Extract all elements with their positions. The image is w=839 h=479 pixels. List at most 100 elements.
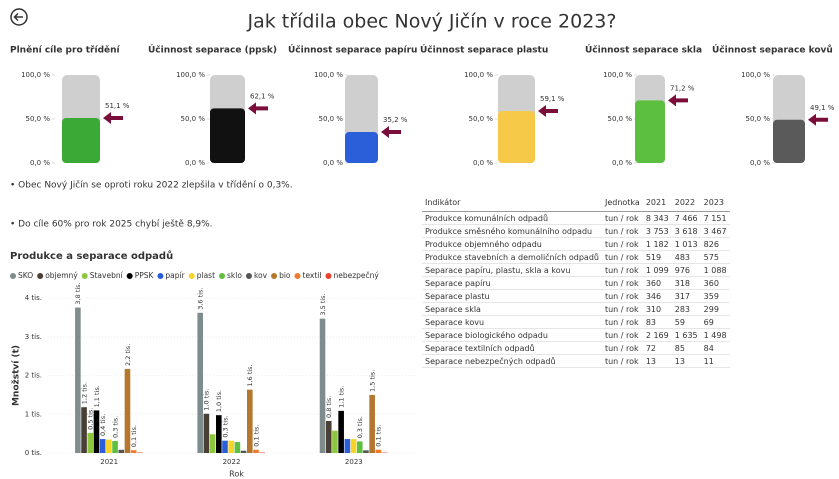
- data-label: 0,3 tis.: [111, 416, 119, 438]
- bar: [351, 439, 357, 453]
- bar: [253, 450, 259, 453]
- data-label: 3,8 tis.: [74, 282, 82, 304]
- data-label: 1,6 tis.: [246, 364, 254, 386]
- gauge-tick-label: 0,0 %: [473, 159, 493, 167]
- page-title: Jak třídila obec Nový Jičín v roce 2023?: [247, 11, 617, 33]
- table-cell: tun / rok: [602, 277, 643, 290]
- legend-label: plast: [197, 271, 215, 280]
- table-cell: Separace plastu: [422, 290, 602, 303]
- table-cell: 1 099: [643, 264, 672, 277]
- y-tick-label: 3 tis.: [25, 333, 42, 341]
- bar: [118, 450, 124, 453]
- table-cell: 360: [701, 277, 730, 290]
- back-button[interactable]: [11, 9, 27, 25]
- bar: [376, 450, 382, 453]
- gauge-fill: [62, 118, 100, 163]
- data-label: 3,6 tis.: [197, 288, 205, 310]
- legend-label: sklo: [227, 271, 242, 280]
- bar: [228, 441, 234, 453]
- table-cell: 13: [672, 355, 701, 368]
- gauge-tick-label: 50,0 %: [181, 115, 206, 123]
- table-cell: 318: [672, 277, 701, 290]
- table-cell: 519: [643, 251, 672, 264]
- data-label: 2,2 tis.: [124, 344, 132, 366]
- table-cell: Separace nebezpečných odpadů: [422, 355, 602, 368]
- table-cell: Jednotka: [602, 196, 643, 212]
- legend-marker: [271, 273, 277, 279]
- gauge-value-label: 71,2 %: [670, 84, 695, 92]
- data-label: 0,4 tis.: [99, 414, 107, 436]
- gauge-tick-label: 50,0 %: [26, 115, 51, 123]
- table-cell: 85: [672, 342, 701, 355]
- table-cell: Produkce komunálních odpadů: [422, 212, 602, 225]
- table-cell: 1 088: [701, 264, 730, 277]
- bar: [320, 319, 326, 453]
- bar: [204, 414, 210, 453]
- bar: [357, 441, 363, 453]
- table-cell: 826: [701, 238, 730, 251]
- data-label: 0,1 tis.: [130, 425, 138, 447]
- table-cell: 84: [701, 342, 730, 355]
- table-cell: tun / rok: [602, 303, 643, 316]
- table-cell: Separace skla: [422, 303, 602, 316]
- table-cell: tun / rok: [602, 264, 643, 277]
- gauge-tick-label: 0,0 %: [30, 159, 50, 167]
- table-cell: 575: [701, 251, 730, 264]
- bar: [131, 450, 137, 453]
- gauge-arrow: [808, 114, 828, 126]
- table-cell: 3 618: [672, 225, 701, 238]
- bar: [363, 450, 369, 453]
- table-cell: 2 169: [643, 329, 672, 342]
- gauge-title: Účinnost separace (ppsk): [148, 44, 277, 56]
- y-axis-label: Množství (t): [12, 345, 22, 406]
- table-cell: Separace papíru: [422, 277, 602, 290]
- table-cell: 3 467: [701, 225, 730, 238]
- legend-label: bio: [279, 271, 291, 280]
- bar: [112, 441, 118, 453]
- table-cell: 1 013: [672, 238, 701, 251]
- gauge-tick-label: 0,0 %: [750, 159, 770, 167]
- gauge-fill: [345, 132, 378, 163]
- y-tick-label: 4 tis.: [25, 294, 42, 302]
- table-cell: Separace textilních odpadů: [422, 342, 602, 355]
- note: • Do cíle 60% pro rok 2025 chybí ještě 8…: [10, 219, 213, 230]
- chart-title: Produkce a separace odpadů: [10, 249, 173, 262]
- gauge-arrow: [668, 94, 688, 106]
- gauge-fill: [773, 120, 805, 163]
- bar: [241, 451, 247, 453]
- y-tick-label: 1 tis.: [25, 410, 42, 418]
- table-cell: 83: [643, 316, 672, 329]
- bar: [210, 434, 216, 453]
- table-cell: tun / rok: [602, 238, 643, 251]
- table-cell: 69: [701, 316, 730, 329]
- bar: [137, 452, 143, 453]
- gauge-arrow: [381, 126, 401, 138]
- gauge-arrow: [103, 112, 123, 124]
- data-label: 0,3 tis.: [356, 416, 364, 438]
- table-cell: tun / rok: [602, 355, 643, 368]
- table-row: Separace papírutun / rok360318360: [422, 277, 730, 290]
- gauge-tick-label: 0,0 %: [612, 159, 632, 167]
- gauge-value-label: 51,1 %: [105, 102, 130, 110]
- bar: [87, 433, 93, 453]
- gauge-value-label: 62,1 %: [250, 92, 275, 100]
- legend-marker: [189, 273, 195, 279]
- bar: [326, 421, 332, 453]
- table-cell: 7 466: [672, 212, 701, 225]
- bar: [197, 313, 203, 453]
- x-tick-label: 2023: [345, 458, 363, 466]
- gauge-tick-label: 0,0 %: [185, 159, 205, 167]
- bar: [100, 439, 106, 453]
- table-cell: 7 151: [701, 212, 730, 225]
- gauge-tick-label: 50,0 %: [608, 115, 633, 123]
- gauge-tick-label: 100,0 %: [314, 71, 343, 79]
- table-cell: Produkce stavebních a demoličních odpadů: [422, 251, 602, 264]
- table-cell: 317: [672, 290, 701, 303]
- legend-label: textil: [303, 271, 322, 280]
- note: • Obec Nový Jičín se oproti roku 2022 zl…: [10, 180, 293, 191]
- gauge-tick-label: 50,0 %: [469, 115, 494, 123]
- table-cell: 299: [701, 303, 730, 316]
